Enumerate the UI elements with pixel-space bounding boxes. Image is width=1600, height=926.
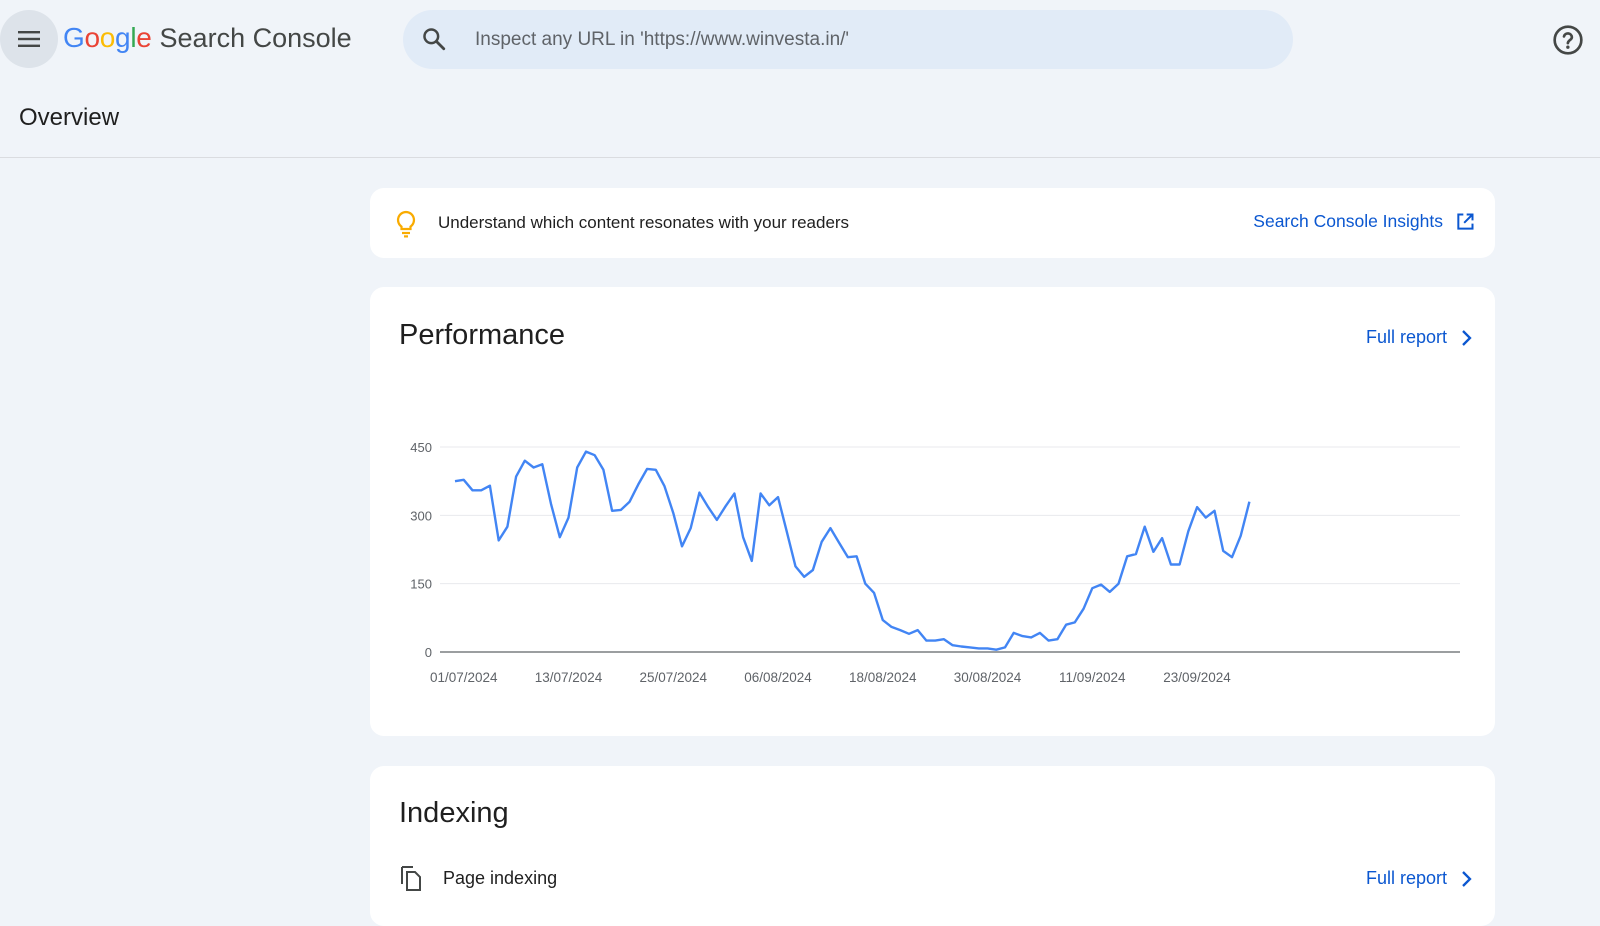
top-bar: Google Search Console bbox=[0, 0, 1600, 80]
x-tick-label: 06/08/2024 bbox=[744, 670, 812, 685]
insights-link-label: Search Console Insights bbox=[1253, 211, 1443, 231]
performance-full-report-link[interactable]: Full report bbox=[1366, 327, 1473, 348]
indexing-card: Indexing Page indexing Full report bbox=[370, 766, 1495, 926]
url-inspection-input[interactable] bbox=[473, 22, 1253, 58]
copy-pages-icon bbox=[401, 866, 421, 891]
indexing-full-report-link[interactable]: Full report bbox=[1366, 868, 1473, 889]
google-wordmark: Google bbox=[63, 22, 152, 54]
hamburger-menu-icon bbox=[18, 31, 40, 47]
x-tick-label: 11/09/2024 bbox=[1059, 670, 1126, 685]
logo-letter: o bbox=[99, 22, 116, 53]
page-title: Overview bbox=[19, 104, 120, 131]
performance-series-line bbox=[454, 450, 1251, 651]
product-name: Search Console bbox=[159, 23, 352, 53]
main-menu-button[interactable] bbox=[0, 10, 58, 68]
full-report-label: Full report bbox=[1365, 327, 1447, 347]
y-tick-label: 0 bbox=[425, 645, 432, 660]
logo-letter: g bbox=[115, 22, 131, 53]
page-indexing-label: Page indexing bbox=[443, 868, 558, 888]
chevron-right-icon bbox=[1462, 870, 1472, 887]
page-indexing-row[interactable]: Page indexing Full report bbox=[399, 862, 1473, 898]
y-tick-label: 300 bbox=[410, 508, 432, 523]
x-tick-label: 01/07/2024 bbox=[430, 670, 498, 685]
y-tick-label: 450 bbox=[410, 440, 432, 455]
x-tick-label: 23/09/2024 bbox=[1163, 670, 1231, 685]
search-console-insights-link[interactable]: Search Console Insights bbox=[1253, 211, 1475, 232]
url-inspection-search-bar[interactable] bbox=[403, 10, 1293, 69]
chevron-right-icon bbox=[1462, 329, 1472, 346]
help-icon[interactable] bbox=[1552, 24, 1584, 56]
x-tick-label: 18/08/2024 bbox=[849, 670, 917, 685]
logo-letter: e bbox=[136, 22, 152, 53]
search-console-logo[interactable]: Google Search Console bbox=[63, 22, 352, 58]
insights-message: Understand which content resonates with … bbox=[438, 213, 850, 232]
full-report-label: Full report bbox=[1365, 868, 1447, 888]
logo-letter: o bbox=[84, 22, 100, 53]
open-in-new-icon bbox=[1457, 213, 1474, 230]
performance-card: Performance Full report 0 150 300 450 01/07/… bbox=[370, 287, 1495, 736]
performance-chart: 0 150 300 450 01/07/2024 13/07/2024 25/07/2024… bbox=[410, 440, 1460, 685]
logo-letter: l bbox=[130, 22, 137, 53]
lightbulb-icon bbox=[396, 210, 416, 238]
performance-title: Performance bbox=[399, 319, 566, 351]
search-icon[interactable] bbox=[421, 26, 447, 52]
insights-banner: Understand which content resonates with … bbox=[370, 188, 1495, 258]
indexing-title: Indexing bbox=[399, 797, 509, 829]
x-tick-label: 13/07/2024 bbox=[535, 670, 603, 685]
y-tick-label: 150 bbox=[410, 577, 432, 592]
logo-letter: G bbox=[63, 22, 85, 53]
header-divider bbox=[0, 157, 1600, 158]
x-tick-label: 30/08/2024 bbox=[954, 670, 1022, 685]
x-tick-label: 25/07/2024 bbox=[639, 670, 707, 685]
